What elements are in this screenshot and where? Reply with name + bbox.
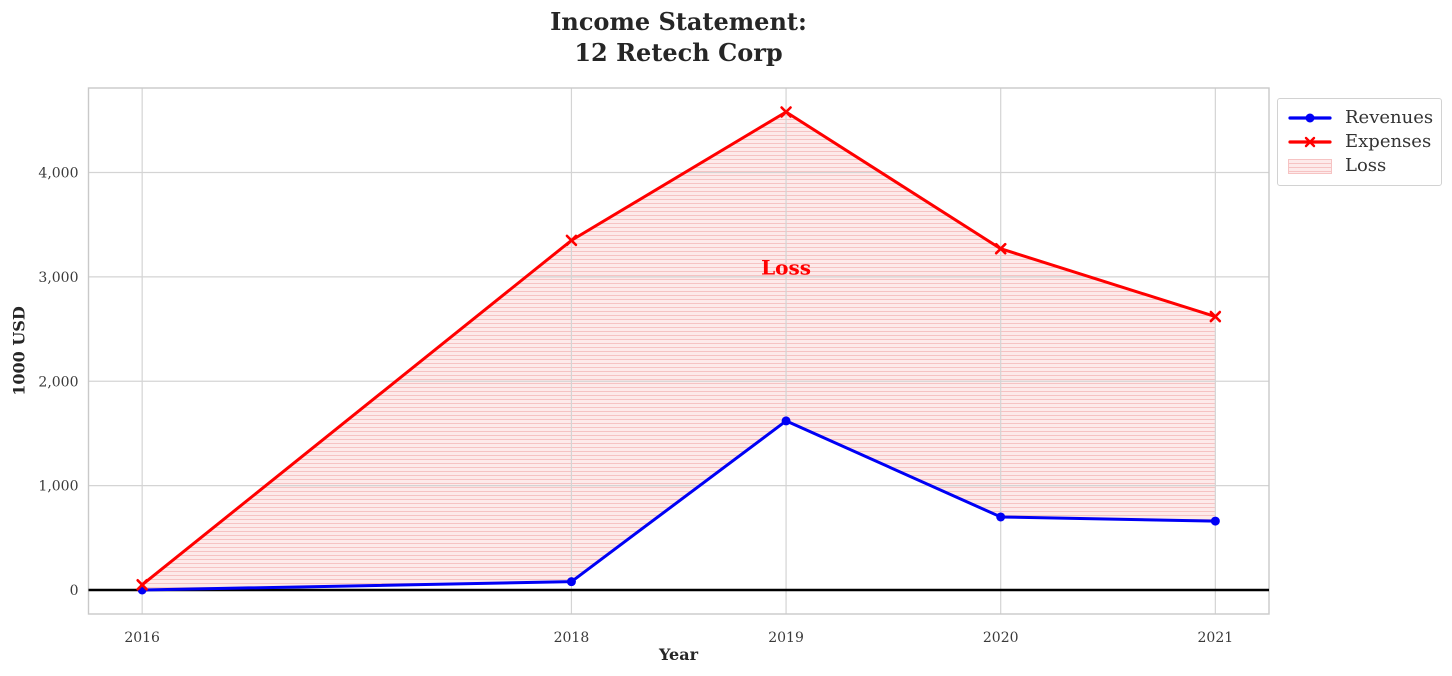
- y-tick-label: 0: [70, 583, 79, 599]
- x-tick-label: 2018: [554, 630, 590, 646]
- x-tick-label: 2019: [768, 630, 804, 646]
- legend-item-loss: Loss: [1288, 154, 1433, 178]
- chart-title: Income Statement: 12 Retech Corp: [88, 6, 1269, 68]
- revenues-marker: [1210, 516, 1220, 526]
- y-tick-label: 1,000: [38, 479, 78, 495]
- x-tick-label: 2021: [1198, 630, 1234, 646]
- chart-title-line2: 12 Retech Corp: [574, 38, 783, 67]
- loss-area-swatch: [1288, 158, 1332, 174]
- x-axis-label: Year: [658, 645, 698, 664]
- loss-annotation: Loss: [761, 256, 811, 280]
- y-tick-label: 2,000: [38, 374, 78, 390]
- y-axis-label: 1000 USD: [9, 306, 29, 396]
- legend-label-expenses: Expenses: [1345, 131, 1432, 152]
- chart-title-line1: Income Statement:: [550, 7, 807, 36]
- legend-item-expenses: Expenses: [1288, 130, 1433, 154]
- revenues-marker: [781, 416, 791, 426]
- legend-label-loss: Loss: [1345, 155, 1387, 176]
- expenses-marker: [1209, 310, 1222, 323]
- expenses-marker: [994, 242, 1007, 255]
- y-tick-label: 4,000: [38, 166, 78, 182]
- revenues-line-swatch: [1288, 113, 1332, 123]
- expenses-line-swatch: [1288, 136, 1332, 148]
- x-tick-label: 2020: [983, 630, 1019, 646]
- legend-item-revenues: Revenues: [1288, 106, 1433, 130]
- revenues-marker: [566, 577, 576, 587]
- y-tick-label: 3,000: [38, 270, 78, 286]
- revenues-marker: [996, 512, 1006, 522]
- x-tick-label: 2016: [124, 630, 160, 646]
- loss-shaded-area: [142, 112, 1216, 590]
- expenses-marker: [136, 578, 148, 591]
- expenses-marker: [565, 234, 578, 247]
- legend-label-revenues: Revenues: [1345, 107, 1434, 128]
- legend: Revenues Expenses Loss: [1277, 98, 1442, 186]
- expenses-marker: [780, 106, 792, 118]
- plot-border: [87, 87, 1270, 615]
